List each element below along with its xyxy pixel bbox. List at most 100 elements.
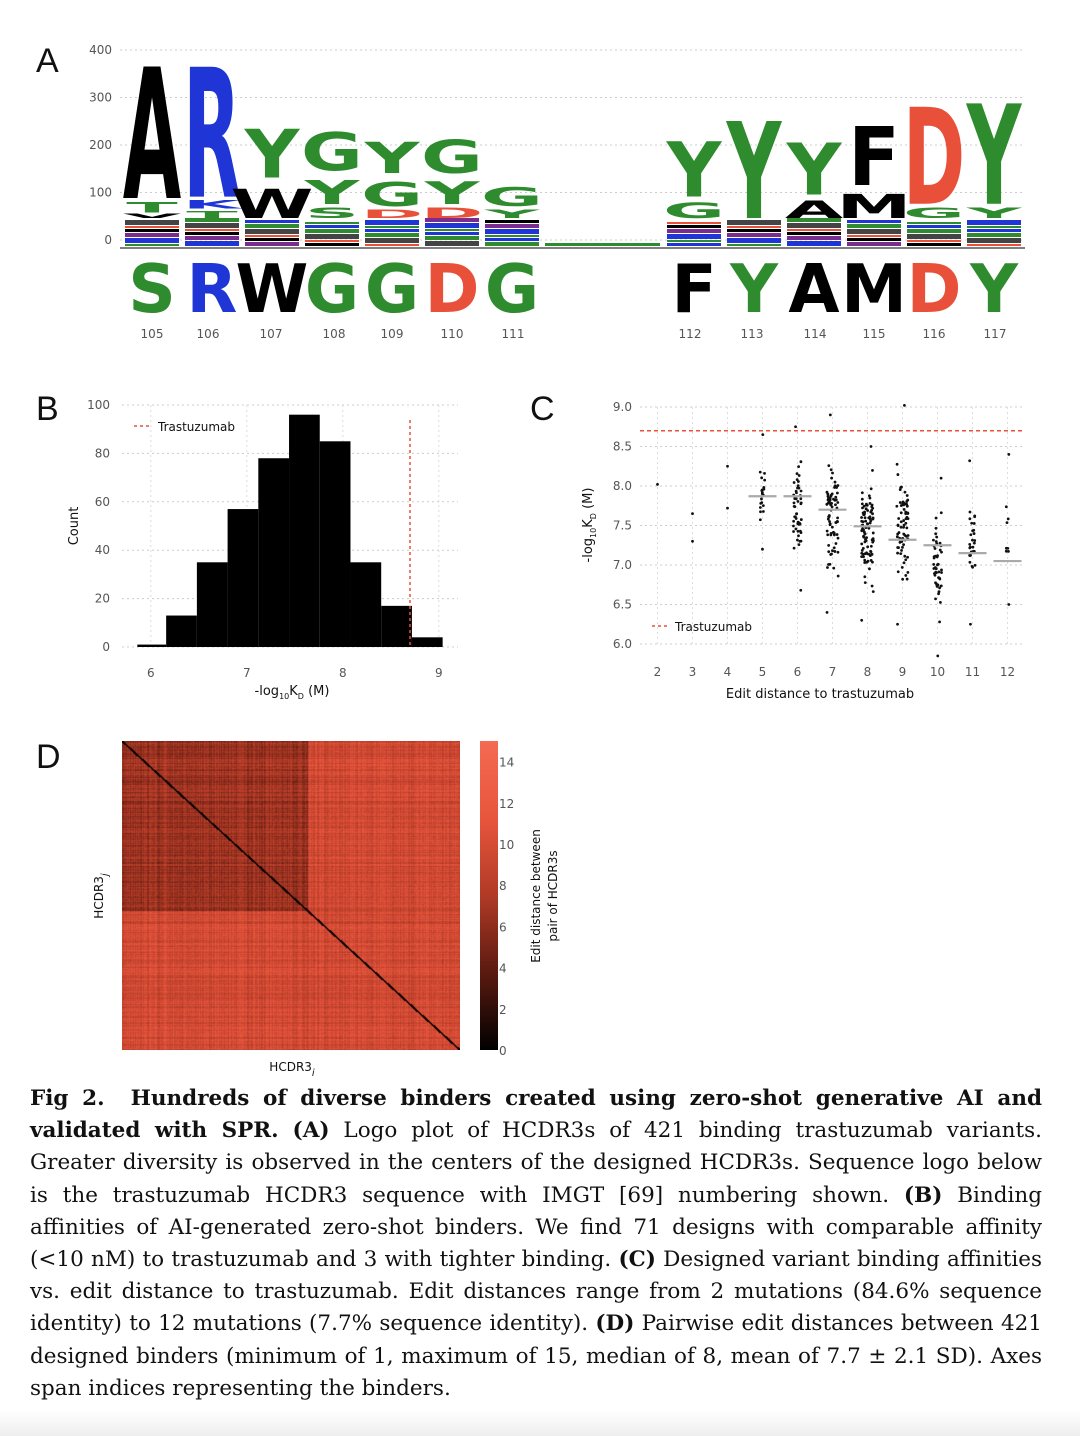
scatter-point — [903, 554, 907, 558]
scatter-point — [863, 581, 867, 585]
logo-letter-R: R — [183, 33, 241, 240]
scatter-ytick-label: 8.0 — [613, 479, 632, 493]
logo-letter-D: D — [361, 207, 424, 221]
scatter-point — [868, 515, 872, 519]
scatter-point — [799, 460, 803, 464]
colorbar-tick-label: 8 — [499, 879, 507, 893]
logo-letter-Y: Y — [666, 126, 723, 214]
scatter-point — [871, 531, 875, 535]
logo-letter-V: V — [123, 213, 182, 220]
logo-minor-letter — [125, 229, 179, 232]
figure-caption: Fig 2. Hundreds of diverse binders creat… — [30, 1083, 1042, 1405]
scatter-point — [938, 586, 942, 590]
logo-minor-letter — [425, 232, 479, 235]
scatter-point — [834, 542, 838, 545]
imgt-position-label: 117 — [984, 327, 1007, 341]
hist-bar — [196, 562, 228, 647]
scatter-point — [899, 552, 903, 556]
scatter-point — [761, 510, 765, 513]
scatter-point — [825, 490, 829, 494]
scatter-point — [972, 522, 976, 525]
scatter-point — [906, 571, 910, 574]
scatter-point — [792, 505, 796, 508]
scatter-point — [792, 530, 795, 533]
scatter-xtick-label: 9 — [899, 665, 907, 679]
scatter-point — [900, 549, 903, 552]
imgt-position-label: 113 — [741, 327, 764, 341]
reference-letter-group: Y — [969, 249, 1019, 328]
logo-minor-letter — [967, 238, 1021, 243]
caption-c-label: (C) — [618, 1247, 656, 1273]
logo-ytick-label: 0 — [104, 233, 112, 247]
scatter-point — [972, 541, 976, 545]
scatter-point — [792, 501, 796, 505]
logo-minor-letter — [967, 220, 1021, 225]
heatmap-xlabel-main: HCDR3 — [269, 1060, 312, 1074]
scatter-point — [827, 464, 831, 468]
scatter-point — [825, 611, 829, 614]
scatter-point — [969, 533, 973, 537]
scatter-point — [939, 476, 943, 480]
scatter-point — [902, 508, 906, 511]
scatter-point — [895, 535, 899, 539]
hist-ytick-label: 100 — [87, 398, 110, 412]
ylabel-ksub: D — [589, 513, 598, 519]
scatter-point — [829, 503, 833, 507]
logo-letter-Y: Y — [786, 129, 843, 212]
logo-letter-group: Y — [725, 96, 782, 250]
scatter-point — [898, 501, 902, 504]
logo-minor-letter — [727, 244, 781, 246]
scatter-point — [860, 497, 864, 501]
logo-minor-letter — [425, 236, 479, 240]
logo-minor-letter — [485, 220, 539, 223]
logo-minor-letter — [245, 238, 299, 241]
colorbar-tick-label: 6 — [499, 920, 507, 934]
scatter-point — [935, 535, 939, 539]
caption-title: Hundreds of diverse binders created usin… — [30, 1086, 1042, 1144]
ylabel-part: -log — [581, 538, 596, 563]
scatter-point — [871, 512, 874, 516]
scatter-point — [833, 486, 836, 489]
scatter-point — [904, 510, 908, 514]
scatter-point — [869, 445, 873, 448]
logo-letter-group: G — [361, 175, 423, 214]
heatmap-colorbar — [480, 741, 498, 1050]
colorbar-tick-label: 4 — [499, 962, 507, 976]
scatter-point — [871, 537, 875, 541]
scatter-point — [835, 486, 838, 489]
reference-sequence-letter: M — [841, 249, 907, 328]
scatter-point — [899, 511, 903, 515]
scatter-point — [827, 515, 831, 519]
scatter-point — [836, 484, 840, 487]
page-bottom-fade — [0, 1410, 1080, 1436]
logo-minor-letter — [185, 218, 239, 222]
logo-minor-letter — [667, 240, 721, 242]
scatter-point — [760, 476, 764, 480]
scatter-point — [865, 560, 869, 564]
colorbar-tick-label: 14 — [499, 756, 514, 770]
scatter-point — [796, 484, 800, 488]
scatter-point — [973, 563, 977, 567]
scatter-point — [899, 504, 903, 507]
scatter-point — [825, 529, 829, 533]
scatter-point — [1007, 603, 1011, 606]
logo-minor-letter — [365, 229, 419, 232]
scatter-point — [1004, 549, 1008, 553]
logo-letter-group: D — [361, 207, 424, 221]
scatter-point — [795, 512, 798, 516]
logo-letter-G: G — [903, 205, 965, 222]
scatter-point — [726, 506, 729, 510]
scatter-point — [796, 500, 800, 503]
scatter-xtick-label: 5 — [759, 665, 767, 679]
logo-letter-Y: Y — [303, 173, 360, 212]
scatter-point — [794, 489, 798, 493]
logo-letter-group: Y — [666, 126, 723, 214]
scatter-point — [760, 497, 763, 501]
ylabel-k: K — [581, 519, 596, 528]
scatter-point — [826, 533, 830, 537]
scatter-point — [905, 500, 909, 503]
scatter-point — [863, 575, 867, 579]
logo-minor-letter — [125, 226, 179, 228]
scatter-point — [799, 489, 803, 493]
scatter-point — [830, 492, 834, 496]
